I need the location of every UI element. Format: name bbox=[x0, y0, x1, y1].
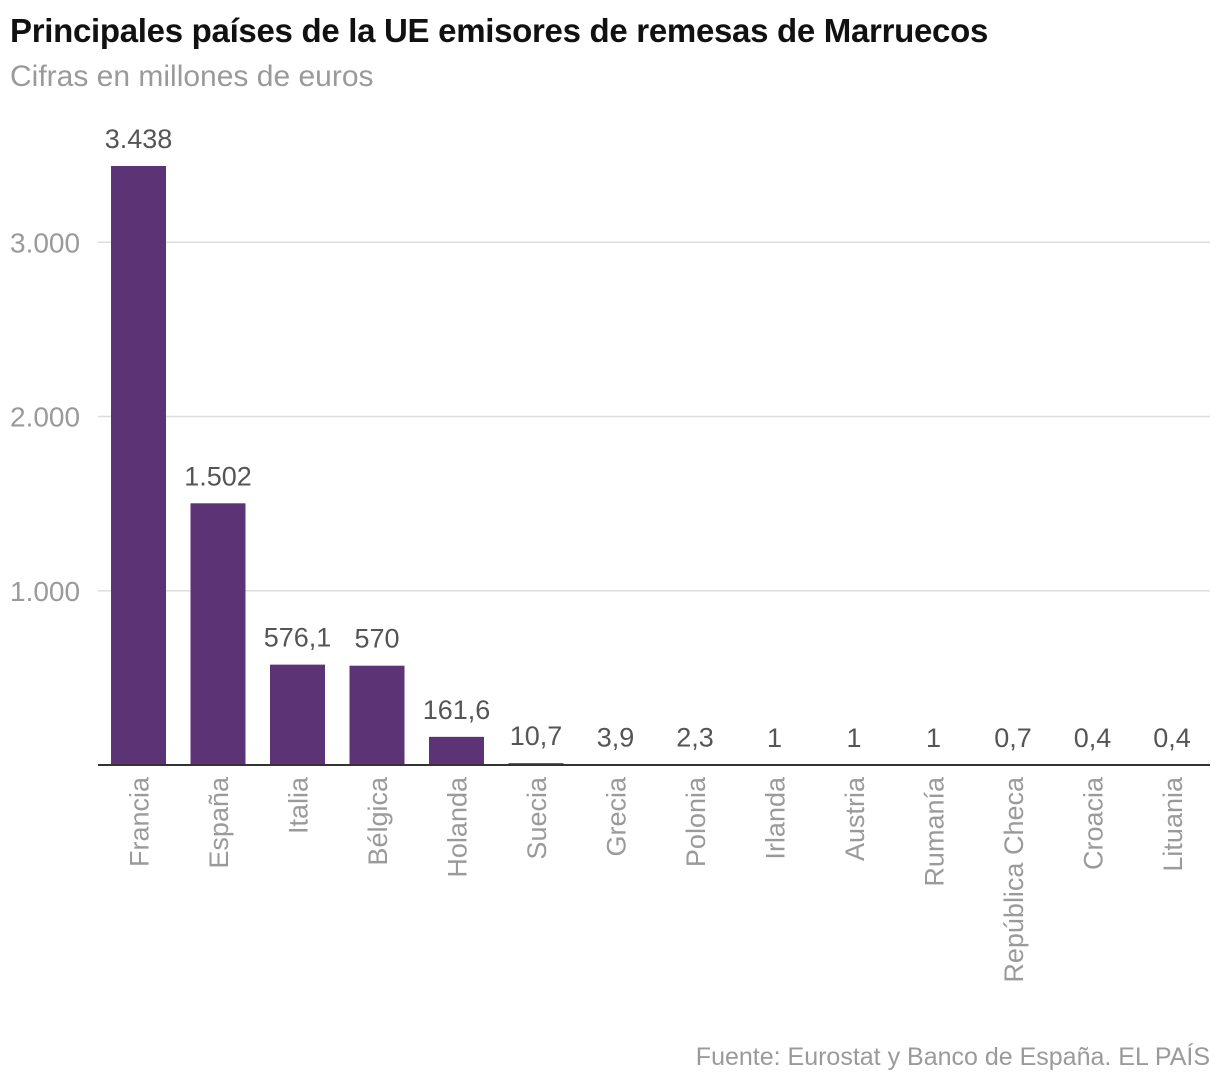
x-tick-label: Croacia bbox=[1079, 776, 1109, 870]
y-tick-label: 2.000 bbox=[10, 402, 80, 433]
x-tick-label: Austria bbox=[840, 776, 870, 861]
value-label: 1 bbox=[767, 723, 782, 753]
grid-lines bbox=[98, 241, 1210, 592]
value-label: 1.502 bbox=[184, 461, 252, 491]
bar-chart: 1.000 2.000 3.000 3.438 1.502 576,1 570 161,6 1… bbox=[10, 124, 1210, 983]
x-tick-label: Polonia bbox=[681, 776, 711, 867]
value-label: 0,4 bbox=[1153, 723, 1191, 753]
value-label: 10,7 bbox=[510, 721, 563, 751]
y-tick-label: 3.000 bbox=[10, 227, 80, 258]
x-tick-label: Bélgica bbox=[363, 776, 393, 866]
bar bbox=[349, 665, 405, 765]
value-label: 1 bbox=[926, 723, 941, 753]
bar bbox=[270, 664, 325, 765]
bar bbox=[190, 503, 246, 765]
value-label: 3.438 bbox=[105, 124, 173, 154]
bar bbox=[111, 166, 166, 765]
value-label: 161,6 bbox=[423, 695, 491, 725]
x-tick-label: Holanda bbox=[443, 776, 473, 878]
bar bbox=[429, 736, 484, 765]
y-tick-label: 1.000 bbox=[10, 576, 80, 607]
y-axis-ticks: 1.000 2.000 3.000 bbox=[10, 227, 80, 606]
chart-title: Principales países de la UE emisores de … bbox=[10, 12, 989, 49]
x-tick-label: Grecia bbox=[602, 776, 632, 857]
value-label: 1 bbox=[846, 723, 861, 753]
chart-subtitle: Cifras en millones de euros bbox=[10, 60, 374, 93]
x-tick-label: Irlanda bbox=[761, 776, 791, 860]
x-tick-label: Rumanía bbox=[920, 776, 950, 887]
x-axis-ticks: Francia España Italia Bélgica Holanda Suecia G… bbox=[125, 776, 1189, 983]
x-tick-label: República Checa bbox=[999, 776, 1029, 983]
x-tick-label: Suecia bbox=[522, 776, 552, 860]
value-label: 3,9 bbox=[597, 722, 635, 752]
x-tick-label: Italia bbox=[284, 776, 314, 834]
value-label: 570 bbox=[354, 624, 399, 654]
x-tick-label: Francia bbox=[125, 776, 155, 867]
value-label: 0,4 bbox=[1074, 723, 1112, 753]
value-label: 0,7 bbox=[994, 723, 1032, 753]
x-tick-label: Lituania bbox=[1158, 776, 1188, 872]
value-label: 576,1 bbox=[264, 623, 332, 653]
value-label: 2,3 bbox=[676, 723, 714, 753]
x-tick-label: España bbox=[204, 776, 234, 869]
source-note: Fuente: Eurostat y Banco de España. EL P… bbox=[695, 1043, 1210, 1071]
bars bbox=[111, 166, 1200, 765]
